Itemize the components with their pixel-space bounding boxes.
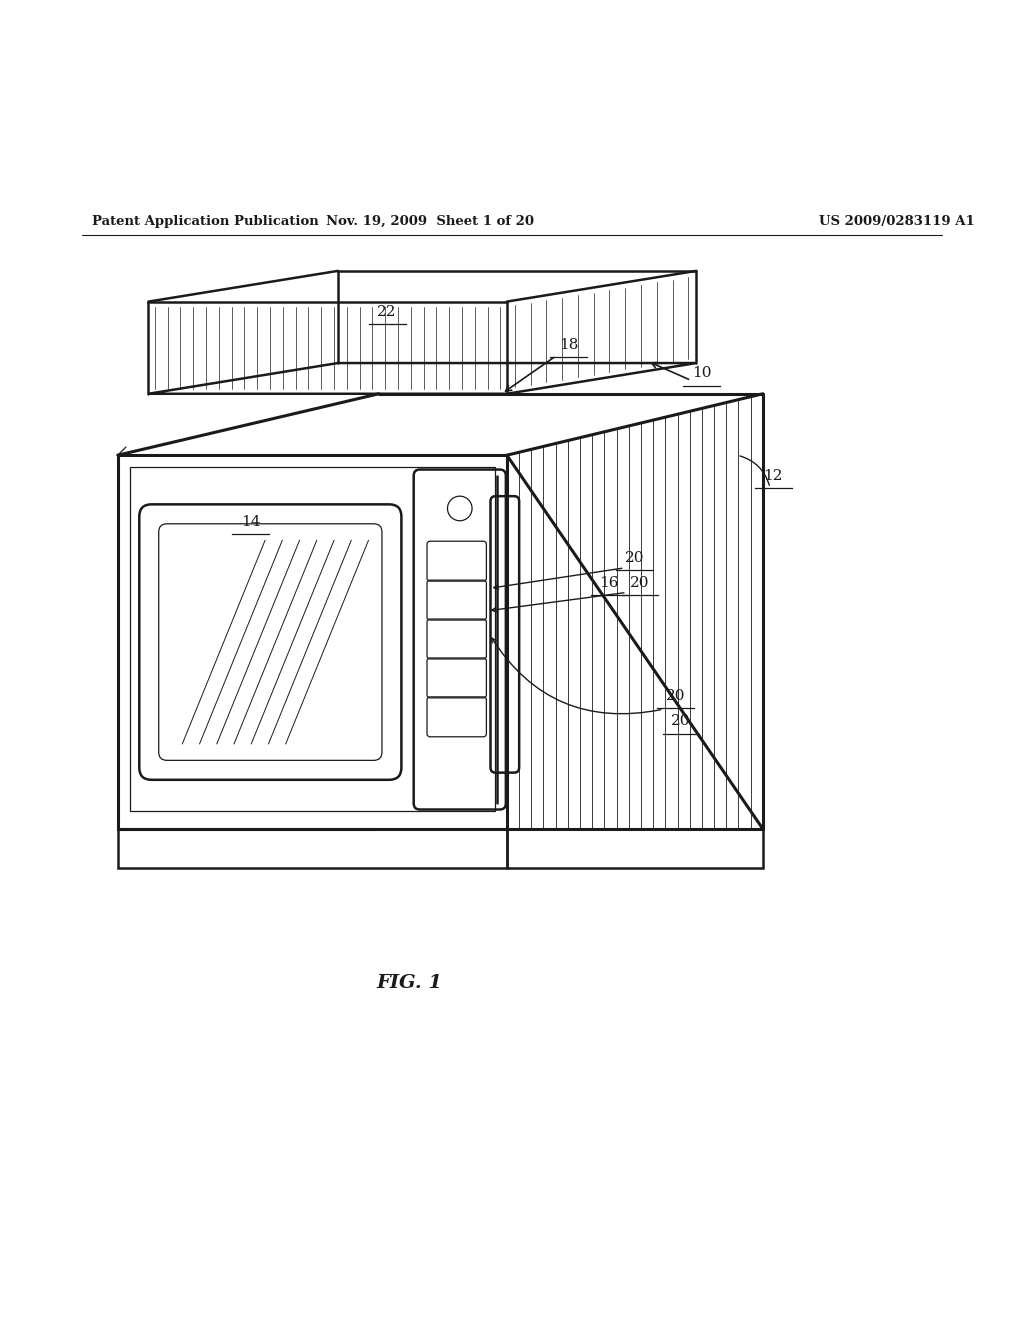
Text: 20: 20 xyxy=(625,550,645,565)
Text: 20: 20 xyxy=(630,577,650,590)
Text: 10: 10 xyxy=(691,366,712,380)
Text: 20: 20 xyxy=(666,689,686,702)
Text: 22: 22 xyxy=(377,305,397,319)
Text: 12: 12 xyxy=(763,469,783,483)
Text: Nov. 19, 2009  Sheet 1 of 20: Nov. 19, 2009 Sheet 1 of 20 xyxy=(326,215,535,227)
Text: 18: 18 xyxy=(559,338,578,351)
Text: US 2009/0283119 A1: US 2009/0283119 A1 xyxy=(819,215,975,227)
Text: Patent Application Publication: Patent Application Publication xyxy=(92,215,318,227)
Text: 14: 14 xyxy=(241,515,261,529)
Text: 16: 16 xyxy=(599,577,620,590)
Text: 20: 20 xyxy=(671,714,691,729)
Text: FIG. 1: FIG. 1 xyxy=(377,974,442,991)
